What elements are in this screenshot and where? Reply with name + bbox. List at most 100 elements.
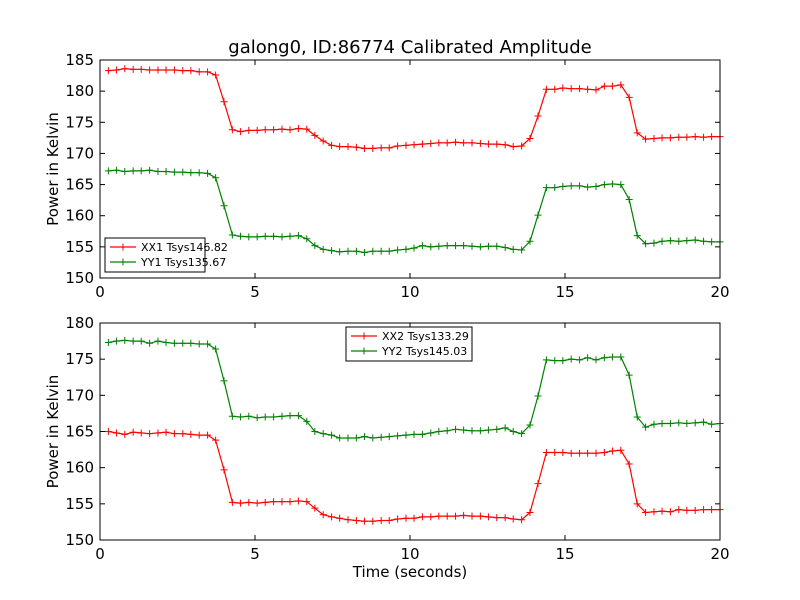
y-axis-label: Power in Kelvin [44,112,62,226]
data-point [286,126,294,134]
data-point [708,506,716,514]
data-point [658,237,666,245]
data-point [650,239,658,247]
data-point [418,242,426,250]
data-point [261,232,269,240]
data-point [493,140,501,148]
data-point [154,337,162,345]
data-point [129,337,137,345]
y-tick-label: 150 [65,269,94,287]
data-point [360,248,368,256]
bottom-plot: 0 5 10 15 20 150 155 160 165 170 175 180 Power in Ke… [44,314,730,563]
data-point [493,514,501,522]
data-point [146,66,154,74]
data-point [427,139,435,147]
data-point [509,515,517,523]
data-point [228,412,236,420]
data-point [278,498,286,506]
data-point [253,126,261,134]
data-point [435,139,443,147]
data-point [418,140,426,148]
data-point [410,514,418,522]
data-point [303,498,311,506]
data-point [518,516,526,524]
x-tick-label: 0 [95,283,105,301]
data-point [286,232,294,240]
data-point [542,356,550,364]
data-point [261,498,269,506]
data-point [708,420,716,428]
data-point [369,144,377,152]
data-point [584,449,592,457]
data-point [427,243,435,251]
data-point [328,513,336,521]
data-point [650,420,658,428]
data-point [245,412,253,420]
data-point [642,423,650,431]
legend-label: YY1 Tsys135.67 [140,256,226,269]
data-point [385,516,393,524]
data-point [121,167,129,175]
data-point [427,513,435,521]
data-point [220,202,228,210]
data-point [319,137,327,145]
data-point [311,428,319,435]
data-point [460,511,468,519]
data-point [336,434,344,442]
data-point [567,449,575,457]
data-point [377,144,385,152]
data-point [617,446,625,454]
data-point [608,353,616,361]
data-point [129,167,137,175]
data-point [352,516,360,524]
data-point [402,514,410,522]
data-point [484,242,492,250]
data-point [708,133,716,141]
data-point [435,242,443,250]
data-point [534,392,542,400]
data-point [369,247,377,255]
data-point [212,174,220,182]
x-tick-label: 5 [250,545,260,563]
data-point [187,339,195,347]
data-point [551,357,559,365]
data-point [104,339,112,347]
data-point [187,67,195,75]
data-point [576,85,584,93]
data-point [410,244,418,252]
legend-label: XX2 Tsys133.29 [382,330,469,343]
data-point [576,449,584,457]
data-point [187,169,195,177]
data-point [129,65,137,73]
data-point [236,232,244,240]
data-point [236,499,244,507]
data-point [642,240,650,248]
data-point [170,168,178,176]
data-point [236,413,244,421]
y-tick-label: 180 [65,314,94,332]
data-point [410,430,418,438]
data-point [493,242,501,250]
data-point [344,434,352,442]
data-point [691,236,699,244]
data-point [270,498,278,506]
data-point [526,134,534,142]
data-point [121,430,129,438]
data-point [129,428,137,436]
data-point [443,512,451,520]
data-point [625,371,633,379]
y-tick-label: 170 [65,386,94,404]
data-point [592,182,600,190]
data-point [559,84,567,92]
y-tick-label: 165 [65,423,94,441]
data-point [303,125,311,133]
data-point [700,506,708,514]
data-point [220,466,228,474]
data-point [509,143,517,151]
data-point [286,412,294,420]
data-point [493,425,501,433]
data-point [170,66,178,74]
data-point [377,516,385,524]
data-point [319,430,327,438]
